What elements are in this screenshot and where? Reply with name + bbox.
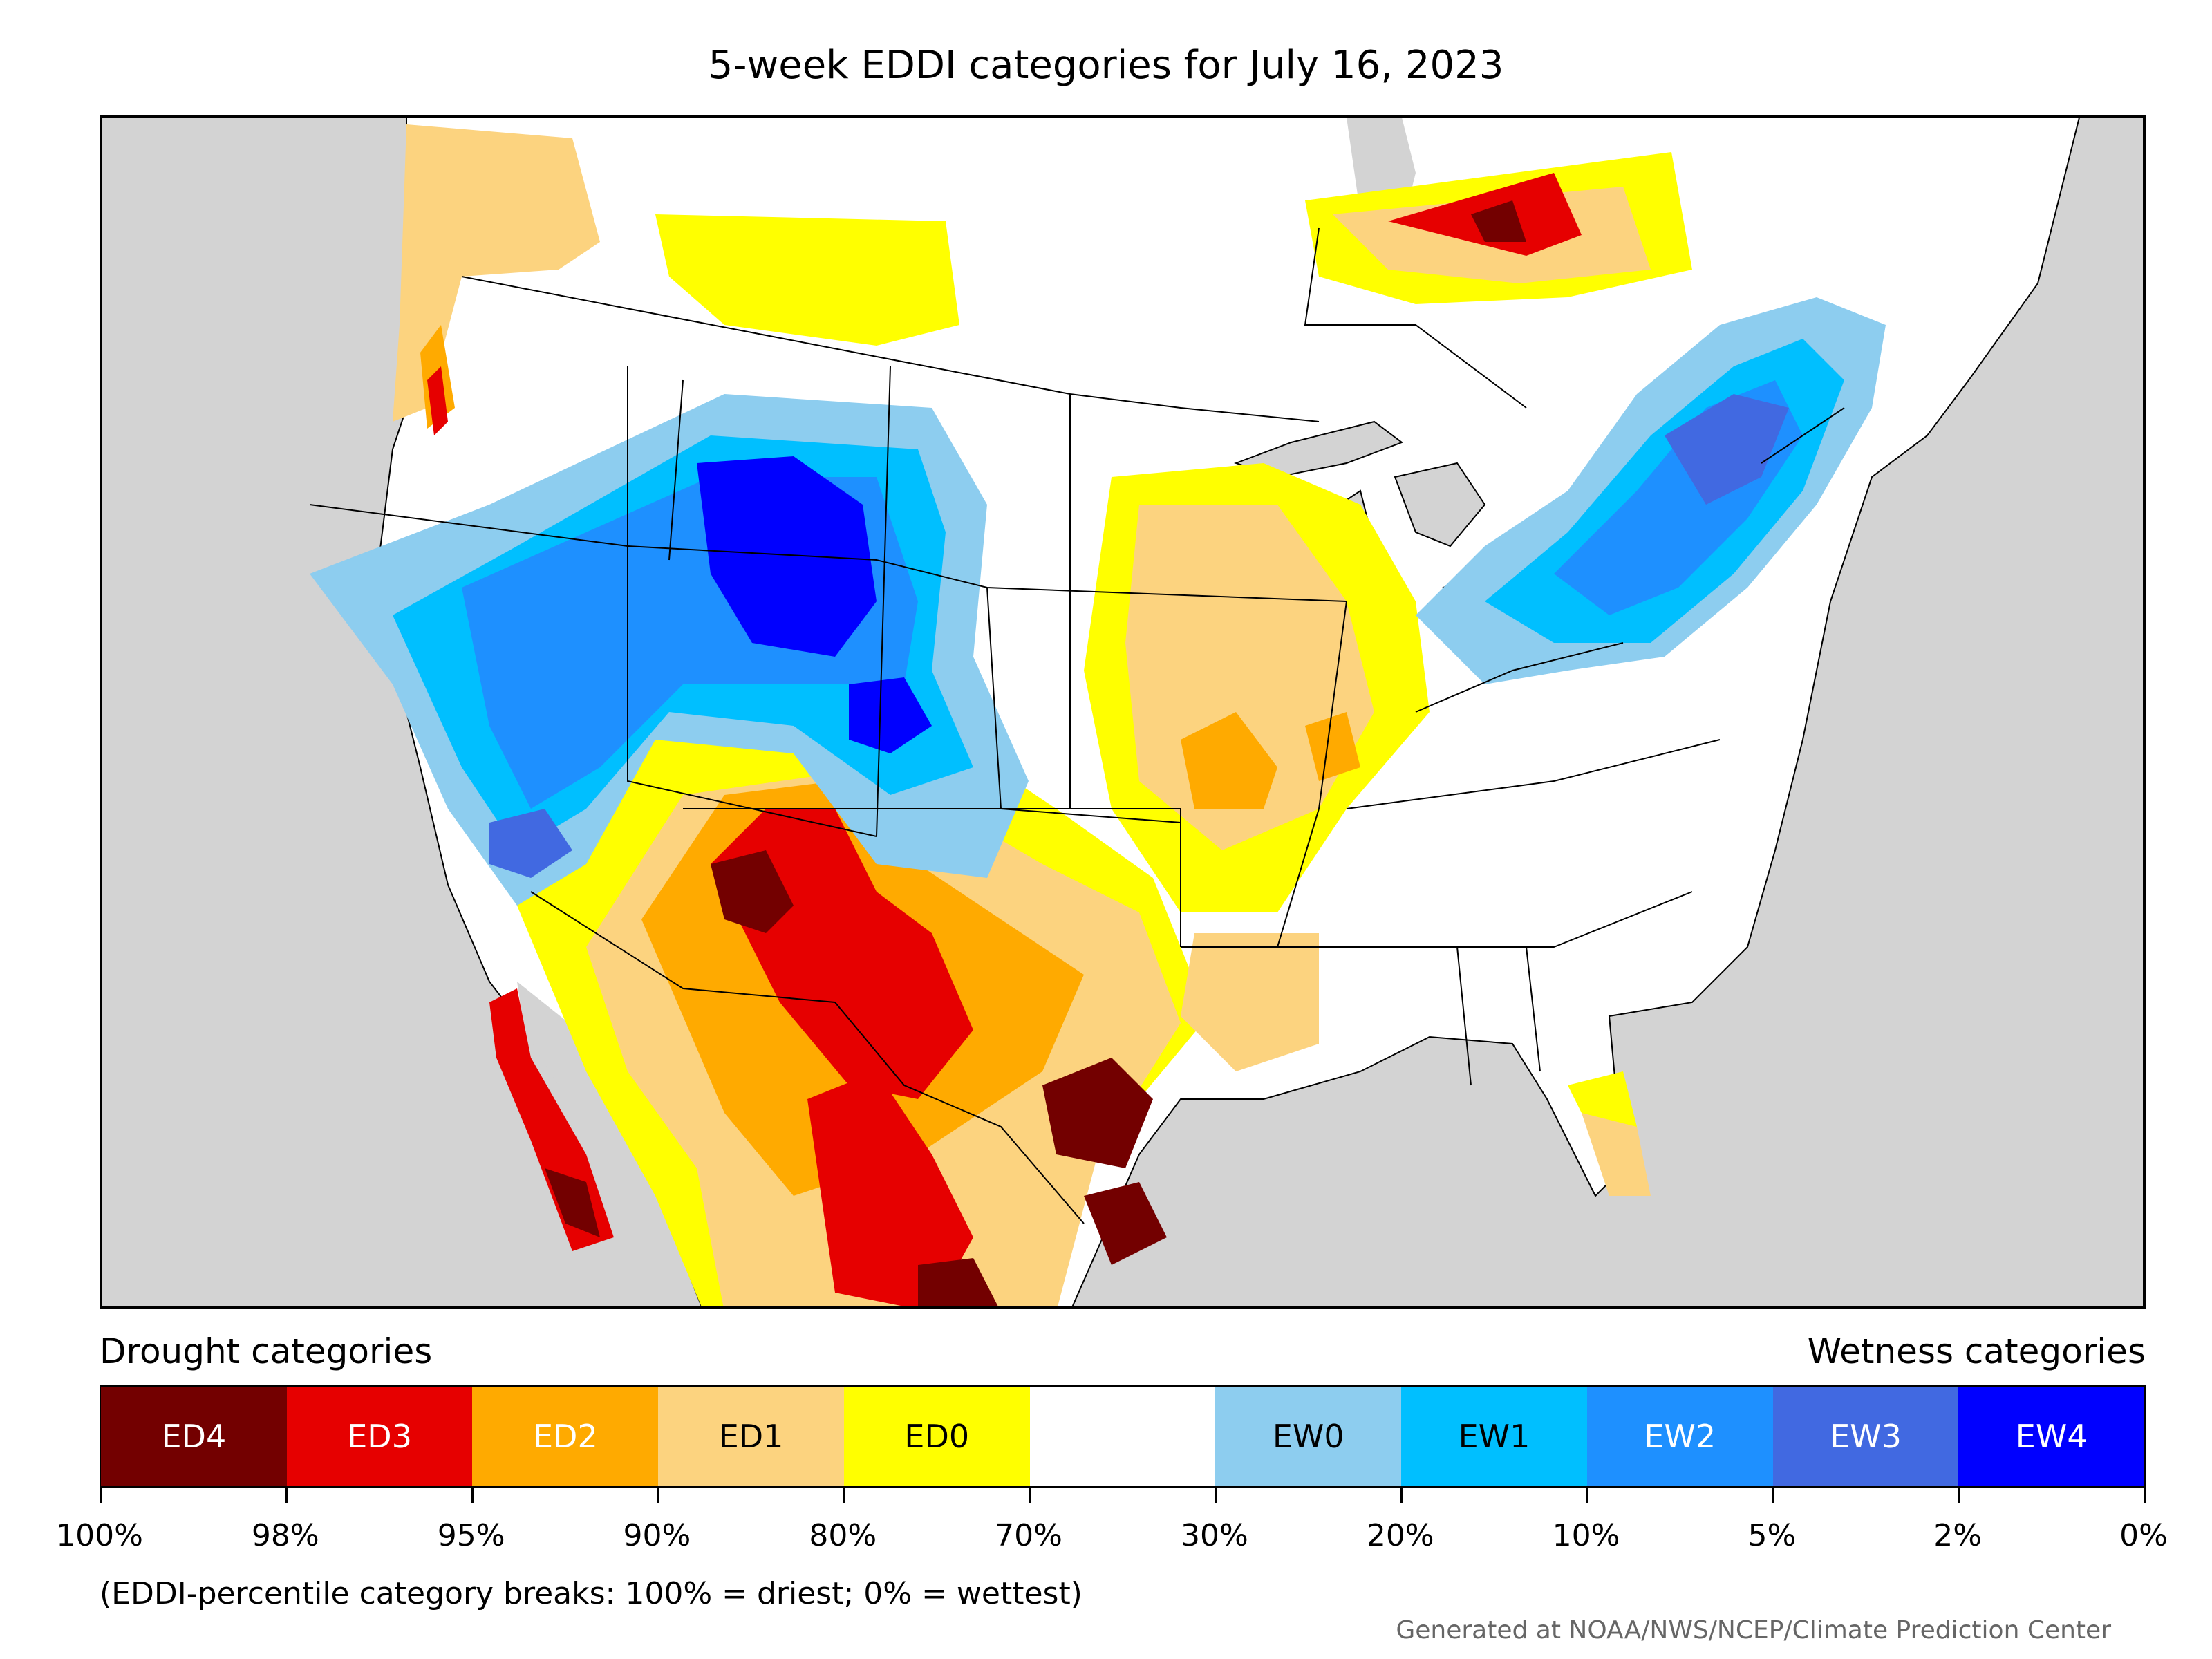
colorbar-cell-ed3: ED3 bbox=[286, 1387, 473, 1486]
colorbar-tick-label: 100% bbox=[56, 1518, 143, 1553]
wetness-patches bbox=[310, 297, 1886, 906]
drought-patches bbox=[393, 124, 1692, 1306]
colorbar-cell-ed1: ED1 bbox=[658, 1387, 844, 1486]
map-title: 5-week EDDI categories for July 16, 2023 bbox=[708, 43, 1504, 88]
colorbar-cell-ew4: EW4 bbox=[1958, 1387, 2145, 1486]
lake-huron bbox=[1394, 462, 1486, 547]
colorbar-tick bbox=[1586, 1486, 1588, 1503]
map-canvas bbox=[309, 118, 2081, 1306]
colorbar-ticks bbox=[100, 1486, 2146, 1507]
colorbar-cell-ew0: EW0 bbox=[1215, 1387, 1402, 1486]
colorbar-tick-label: 80% bbox=[809, 1518, 877, 1553]
colorbar-tick-label: 30% bbox=[1181, 1518, 1248, 1553]
colorbar-tick-label: 20% bbox=[1366, 1518, 1434, 1553]
wetness-categories-heading: Wetness categories bbox=[1807, 1331, 2146, 1371]
percentile-note: (EDDI-percentile category breaks: 100% =… bbox=[100, 1576, 1082, 1611]
colorbar-tick bbox=[471, 1486, 474, 1503]
colorbar-tick bbox=[1772, 1486, 1774, 1503]
colorbar-tick-label: 90% bbox=[623, 1518, 691, 1553]
colorbar-tick bbox=[2144, 1486, 2146, 1503]
colorbar-cell-ew2: EW2 bbox=[1586, 1387, 1773, 1486]
colorbar-cell-ed0: ED0 bbox=[843, 1387, 1030, 1486]
colorbar-tick bbox=[657, 1486, 659, 1503]
colorbar-tick-label: 0% bbox=[2119, 1518, 2168, 1553]
drought-categories-heading: Drought categories bbox=[100, 1331, 433, 1371]
colorbar-tick-label: 2% bbox=[1933, 1518, 1983, 1553]
colorbar-cell-ew3: EW3 bbox=[1772, 1387, 1959, 1486]
colorbar-tick bbox=[1958, 1486, 1960, 1503]
colorbar-tick-label: 98% bbox=[251, 1518, 319, 1553]
boundaries bbox=[309, 227, 1845, 1224]
colorbar-cell-normal bbox=[1029, 1387, 1216, 1486]
colorbar-cell-ed4: ED4 bbox=[101, 1387, 287, 1486]
colorbar-tick bbox=[1029, 1486, 1031, 1503]
colorbar-tick-label: 10% bbox=[1552, 1518, 1620, 1553]
colorbar-tick-label: 95% bbox=[437, 1518, 505, 1553]
category-colorbar: ED4 ED3 ED2 ED1 ED0 EW0 EW1 EW2 EW3 EW4 bbox=[100, 1385, 2146, 1488]
colorbar-cell-ed2: ED2 bbox=[472, 1387, 659, 1486]
colorbar-tick bbox=[285, 1486, 288, 1503]
colorbar-tick bbox=[100, 1486, 102, 1503]
colorbar-tick bbox=[1400, 1486, 1403, 1503]
colorbar-cell-ew1: EW1 bbox=[1401, 1387, 1587, 1486]
colorbar-tick-label: 70% bbox=[995, 1518, 1062, 1553]
colorbar-tick bbox=[1214, 1486, 1217, 1503]
colorbar-tick bbox=[843, 1486, 845, 1503]
colorbar-tick-label: 5% bbox=[1747, 1518, 1797, 1553]
eddi-map bbox=[100, 115, 2146, 1309]
credit-line: Generated at NOAA/NWS/NCEP/Climate Predi… bbox=[1396, 1616, 2111, 1644]
